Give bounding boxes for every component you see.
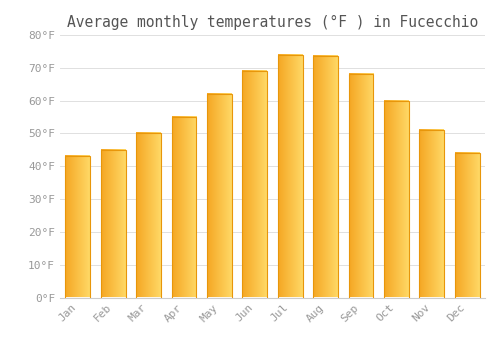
Bar	[207, 94, 232, 298]
Bar	[242, 71, 267, 298]
Bar	[313, 56, 338, 298]
Bar	[455, 153, 479, 298]
Bar	[136, 133, 161, 298]
Bar	[420, 130, 444, 298]
Bar	[172, 117, 196, 298]
Bar	[66, 156, 90, 298]
Bar	[278, 55, 302, 298]
Bar	[384, 101, 409, 298]
Bar	[348, 75, 374, 298]
Title: Average monthly temperatures (°F ) in Fucecchio: Average monthly temperatures (°F ) in Fu…	[67, 15, 478, 30]
Bar	[100, 150, 126, 298]
